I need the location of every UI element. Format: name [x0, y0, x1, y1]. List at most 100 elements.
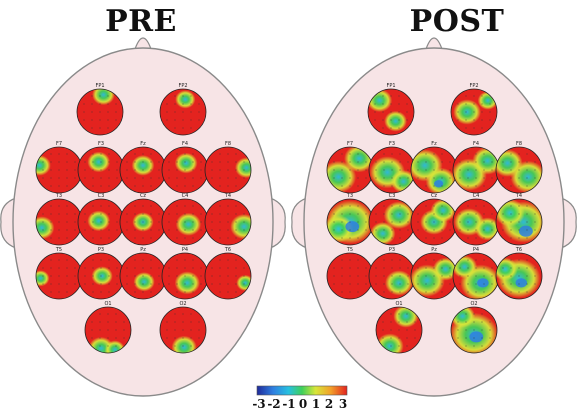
sensor-dot	[84, 229, 86, 231]
sensor-dot	[150, 177, 152, 179]
map-hotspot	[230, 213, 251, 240]
sensor-dot	[176, 291, 178, 293]
sensor-dot	[391, 291, 393, 293]
sensor-dot	[184, 185, 186, 187]
sensor-dot	[391, 259, 393, 261]
colorbar-tick-label: 3	[338, 397, 348, 411]
sensor-dot	[383, 161, 385, 163]
sensor-dot	[107, 345, 109, 347]
sensor-dot	[50, 237, 52, 239]
sensor-dot	[174, 345, 176, 347]
electrode-label: O2	[470, 301, 477, 307]
sensor-dot	[134, 237, 136, 239]
sensor-dot	[390, 321, 392, 323]
sensor-dot	[58, 205, 60, 207]
sensor-dot	[473, 127, 475, 129]
sensor-dot	[66, 169, 68, 171]
electrode-label: P3	[389, 247, 395, 253]
sensor-dot	[235, 205, 237, 207]
sensor-dot	[84, 177, 86, 179]
map-hotspot	[133, 272, 155, 292]
electrode-label: F7	[56, 141, 62, 147]
sensor-dot	[92, 169, 94, 171]
sensor-dot	[99, 111, 101, 113]
sensor-dot	[219, 275, 221, 277]
sensor-dot	[182, 95, 184, 97]
sensor-dot	[107, 313, 109, 315]
sensor-dot	[42, 275, 44, 277]
sensor-dot	[441, 161, 443, 163]
sensor-dot	[66, 237, 68, 239]
sensor-dot	[441, 177, 443, 179]
sensor-dot	[126, 283, 128, 285]
sensor-dot	[465, 345, 467, 347]
map-outline	[159, 88, 207, 136]
sensor-dot	[382, 111, 384, 113]
electrode-map-t4: T4	[495, 193, 543, 246]
electrode-map-c4: C4	[161, 193, 209, 246]
sensor-dot	[399, 237, 401, 239]
sensor-dot	[465, 103, 467, 105]
sensor-dot	[176, 221, 178, 223]
sensor-dot	[123, 321, 125, 323]
sensor-dot	[116, 161, 118, 163]
sensor-dot	[192, 259, 194, 261]
sensor-dot	[126, 229, 128, 231]
sensor-dot	[449, 267, 451, 269]
sensor-dot	[182, 345, 184, 347]
sensor-dot	[374, 119, 376, 121]
sensor-dot	[108, 229, 110, 231]
sensor-dot	[349, 205, 351, 207]
sensor-dot	[414, 337, 416, 339]
sensor-dot	[467, 237, 469, 239]
sensor-dot	[390, 337, 392, 339]
sensor-dot	[192, 161, 194, 163]
sensor-dot	[518, 213, 520, 215]
sensor-dot	[473, 119, 475, 121]
sensor-dot	[134, 185, 136, 187]
sensor-dot	[107, 119, 109, 121]
sensor-dot	[483, 169, 485, 171]
right-ear	[560, 197, 577, 249]
sensor-dot	[398, 111, 400, 113]
map-hotspot	[104, 340, 126, 353]
sensor-dot	[398, 127, 400, 129]
sensor-dot	[375, 177, 377, 179]
sensor-dot	[192, 169, 194, 171]
sensor-dot	[50, 153, 52, 155]
sensor-dot	[425, 177, 427, 179]
map-hotspot	[175, 212, 202, 236]
sensor-dot	[341, 221, 343, 223]
sensor-dot	[391, 169, 393, 171]
sensor-dot	[142, 267, 144, 269]
sensor-dot	[184, 177, 186, 179]
sensor-dot	[390, 103, 392, 105]
sensor-dot	[382, 119, 384, 121]
sensor-dot	[449, 275, 451, 277]
sensor-dot	[333, 229, 335, 231]
sensor-dot	[502, 169, 504, 171]
sensor-dot	[192, 283, 194, 285]
sensor-dot	[150, 221, 152, 223]
sensor-dot	[176, 259, 178, 261]
sensor-dot	[526, 185, 528, 187]
sensor-dot	[184, 205, 186, 207]
sensor-dot	[50, 229, 52, 231]
sensor-dot	[398, 103, 400, 105]
sensor-dot	[473, 95, 475, 97]
sensor-dot	[341, 283, 343, 285]
sensor-dot	[375, 267, 377, 269]
sensor-dot	[391, 177, 393, 179]
sensor-dot	[365, 267, 367, 269]
sensor-dot	[518, 237, 520, 239]
sensor-dot	[383, 237, 385, 239]
sensor-dot	[200, 221, 202, 223]
sensor-dot	[83, 103, 85, 105]
sensor-dot	[42, 213, 44, 215]
sensor-dot	[489, 103, 491, 105]
sensor-dot	[100, 169, 102, 171]
sensor-dot	[433, 213, 435, 215]
sensor-dot	[398, 321, 400, 323]
electrode-map-c4: C4	[452, 193, 500, 246]
sensor-dot	[491, 267, 493, 269]
